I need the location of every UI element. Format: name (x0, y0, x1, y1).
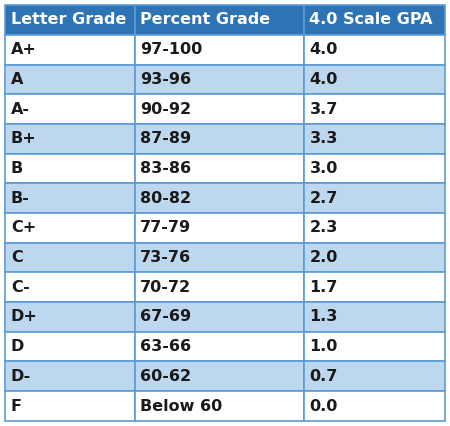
Text: C-: C- (11, 280, 30, 295)
Text: 3.0: 3.0 (310, 161, 338, 176)
Text: C: C (11, 250, 22, 265)
Text: 1.0: 1.0 (310, 339, 338, 354)
Bar (5, 5, 135, 35)
Text: 0.0: 0.0 (310, 399, 338, 414)
Bar (135, 183, 304, 213)
Bar (304, 302, 445, 332)
Text: 3.3: 3.3 (310, 131, 338, 146)
Text: 77-79: 77-79 (140, 220, 192, 235)
Bar (304, 272, 445, 302)
Bar (5, 391, 135, 421)
Bar (304, 362, 445, 391)
Bar (304, 94, 445, 124)
Bar (5, 124, 135, 154)
Bar (135, 154, 304, 183)
Bar (304, 391, 445, 421)
Bar (135, 272, 304, 302)
Bar (135, 362, 304, 391)
Bar (304, 332, 445, 362)
Text: 80-82: 80-82 (140, 191, 192, 206)
Bar (5, 362, 135, 391)
Bar (5, 35, 135, 64)
Bar (135, 243, 304, 272)
Text: C+: C+ (11, 220, 36, 235)
Bar (5, 332, 135, 362)
Text: 2.0: 2.0 (310, 250, 338, 265)
Text: 4.0 Scale GPA: 4.0 Scale GPA (310, 12, 433, 27)
Bar (5, 302, 135, 332)
Text: 83-86: 83-86 (140, 161, 192, 176)
Bar (135, 213, 304, 243)
Bar (5, 213, 135, 243)
Bar (304, 213, 445, 243)
Text: Below 60: Below 60 (140, 399, 223, 414)
Text: A-: A- (11, 101, 30, 117)
Bar (5, 272, 135, 302)
Text: D-: D- (11, 369, 31, 384)
Text: 1.3: 1.3 (310, 309, 338, 325)
Text: 0.7: 0.7 (310, 369, 338, 384)
Text: 67-69: 67-69 (140, 309, 192, 325)
Text: 2.7: 2.7 (310, 191, 338, 206)
Text: 2.3: 2.3 (310, 220, 338, 235)
Text: Percent Grade: Percent Grade (140, 12, 270, 27)
Text: 93-96: 93-96 (140, 72, 192, 87)
Bar (304, 243, 445, 272)
Text: 73-76: 73-76 (140, 250, 192, 265)
Text: 4.0: 4.0 (310, 42, 338, 57)
Text: 90-92: 90-92 (140, 101, 192, 117)
Text: 97-100: 97-100 (140, 42, 202, 57)
Text: 63-66: 63-66 (140, 339, 192, 354)
Text: B+: B+ (11, 131, 36, 146)
Text: B-: B- (11, 191, 30, 206)
Bar (304, 64, 445, 94)
Text: 4.0: 4.0 (310, 72, 338, 87)
Text: A+: A+ (11, 42, 36, 57)
Bar (5, 64, 135, 94)
Text: D+: D+ (11, 309, 38, 325)
Text: 87-89: 87-89 (140, 131, 192, 146)
Bar (304, 183, 445, 213)
Bar (135, 124, 304, 154)
Bar (5, 154, 135, 183)
Bar (135, 64, 304, 94)
Text: F: F (11, 399, 22, 414)
Text: Letter Grade: Letter Grade (11, 12, 126, 27)
Bar (5, 94, 135, 124)
Text: 3.7: 3.7 (310, 101, 338, 117)
Text: 70-72: 70-72 (140, 280, 192, 295)
Text: D: D (11, 339, 24, 354)
Bar (304, 124, 445, 154)
Bar (135, 94, 304, 124)
Bar (5, 243, 135, 272)
Bar (135, 302, 304, 332)
Text: B: B (11, 161, 23, 176)
Bar (135, 35, 304, 64)
Text: A: A (11, 72, 23, 87)
Bar (304, 35, 445, 64)
Bar (5, 183, 135, 213)
Text: 60-62: 60-62 (140, 369, 192, 384)
Bar (135, 332, 304, 362)
Bar (135, 5, 304, 35)
Bar (135, 391, 304, 421)
Text: 1.7: 1.7 (310, 280, 338, 295)
Bar (304, 5, 445, 35)
Bar (304, 154, 445, 183)
